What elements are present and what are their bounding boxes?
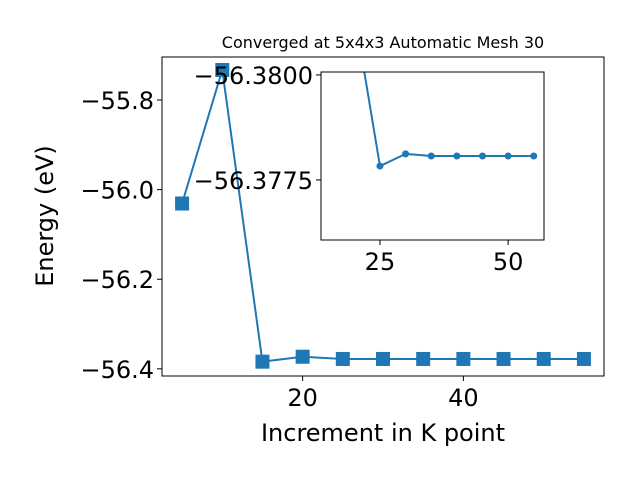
marker [351, 8, 358, 15]
y-axis-label: Energy (eV) [31, 145, 59, 287]
marker [536, 351, 551, 366]
plot-area [351, 8, 538, 170]
y-tick-label: −56.3775 [194, 167, 313, 195]
y-tick-label: −56.0 [80, 177, 154, 205]
marker [376, 351, 390, 366]
x-axis-label: Increment in K point [261, 419, 505, 447]
marker [215, 62, 230, 77]
marker [478, 152, 486, 160]
marker [456, 351, 471, 366]
x-tick-label: 40 [448, 384, 479, 412]
marker [530, 152, 538, 160]
y-tick-label: −56.2 [80, 266, 154, 294]
plot-area [175, 62, 591, 369]
axes-frame [320, 71, 545, 241]
axes-frame [161, 56, 605, 377]
marker [427, 152, 435, 160]
marker [255, 354, 270, 369]
chart-title: Converged at 5x4x3 Automatic Mesh 30 [222, 33, 544, 52]
x-tick-label: 50 [493, 248, 524, 276]
x-tick-label: 20 [287, 384, 318, 412]
y-tick-label: −56.3800 [194, 62, 313, 90]
marker [175, 196, 190, 211]
marker [453, 152, 461, 160]
marker [335, 351, 350, 366]
y-tick-label: −56.4 [80, 356, 154, 384]
y-tick-label: −55.8 [80, 87, 154, 115]
x-tick-label: 25 [365, 248, 396, 276]
marker [576, 351, 591, 366]
marker [376, 162, 384, 170]
marker [416, 351, 431, 366]
marker [402, 150, 410, 158]
marker [504, 152, 512, 160]
marker [295, 349, 310, 364]
series-line [363, 72, 534, 168]
marker [496, 351, 511, 366]
